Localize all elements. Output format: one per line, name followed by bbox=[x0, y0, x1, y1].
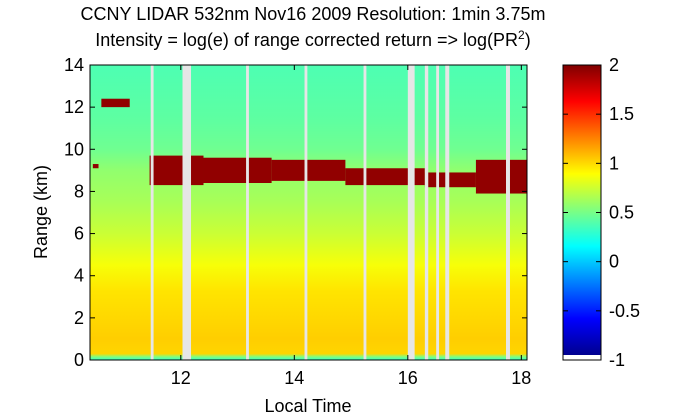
y-axis: 0 2 4 6 8 10 12 14 bbox=[64, 55, 527, 370]
y-tick-label-5: 10 bbox=[64, 139, 84, 159]
x-axis-label: Local Time bbox=[264, 396, 351, 416]
x-tick-label-1: 14 bbox=[284, 368, 304, 388]
colorbar-tick-label-5: -0.5 bbox=[609, 301, 640, 321]
cloud-segment-5 bbox=[475, 159, 527, 194]
data-gap-8 bbox=[445, 65, 450, 360]
x-tick-label-0: 12 bbox=[171, 368, 191, 388]
data-gaps bbox=[150, 65, 510, 360]
x-tick-label-2: 16 bbox=[398, 368, 418, 388]
x-tick-label-3: 18 bbox=[511, 368, 531, 388]
data-gap-5 bbox=[407, 65, 415, 360]
cloud-patch-1 bbox=[101, 98, 130, 108]
plot-area bbox=[90, 65, 527, 360]
colorbar-tick-label-4: 0 bbox=[609, 252, 619, 272]
chart-title-line1: CCNY LIDAR 532nm Nov16 2009 Resolution: … bbox=[81, 4, 546, 24]
y-tick-label-1: 2 bbox=[74, 308, 84, 328]
y-tick-label-6: 12 bbox=[64, 97, 84, 117]
colorbar-tick-label-2: 1 bbox=[609, 153, 619, 173]
cloud-segment-1 bbox=[203, 157, 272, 183]
y-tick-label-2: 4 bbox=[74, 266, 84, 286]
plot-frame bbox=[89, 64, 528, 361]
data-gap-9 bbox=[506, 65, 510, 360]
y-axis-label: Range (km) bbox=[31, 165, 51, 259]
data-gap-6 bbox=[424, 65, 429, 360]
y-tick-label-4: 8 bbox=[74, 181, 84, 201]
data-gap-0 bbox=[150, 65, 154, 360]
cloud-segment-4 bbox=[424, 172, 476, 188]
x-axis: 12 14 16 18 bbox=[171, 65, 531, 388]
colorbar: 2 1.5 1 0.5 0 -0.5 -1 bbox=[562, 55, 640, 370]
data-gap-2 bbox=[246, 65, 249, 360]
intensity-field bbox=[90, 65, 527, 360]
colorbar-tick-label-1: 1.5 bbox=[609, 104, 634, 124]
chart-title-line2-suffix: ) bbox=[525, 30, 531, 50]
colorbar-gradient bbox=[563, 65, 601, 355]
data-gap-7 bbox=[436, 65, 440, 360]
colorbar-tick-label-0: 2 bbox=[609, 55, 619, 75]
chart-title-line2-prefix: Intensity = log(e) of range corrected re… bbox=[95, 30, 518, 50]
cloud-segment-2 bbox=[271, 159, 346, 181]
data-gap-1 bbox=[182, 65, 192, 360]
chart-title-line2: Intensity = log(e) of range corrected re… bbox=[95, 28, 530, 50]
y-tick-label-3: 6 bbox=[74, 224, 84, 244]
y-tick-label-7: 14 bbox=[64, 55, 84, 75]
cloud-segment-0 bbox=[149, 155, 204, 186]
data-gap-4 bbox=[363, 65, 367, 360]
cloud-patch-0 bbox=[92, 164, 99, 169]
colorbar-ticks: 2 1.5 1 0.5 0 -0.5 -1 bbox=[563, 55, 640, 370]
colorbar-tick-label-3: 0.5 bbox=[609, 203, 634, 223]
colorbar-tick-label-6: -1 bbox=[609, 350, 625, 370]
data-gap-3 bbox=[304, 65, 308, 360]
chart-title-line2-sup: 2 bbox=[518, 28, 525, 42]
y-tick-label-0: 0 bbox=[74, 350, 84, 370]
